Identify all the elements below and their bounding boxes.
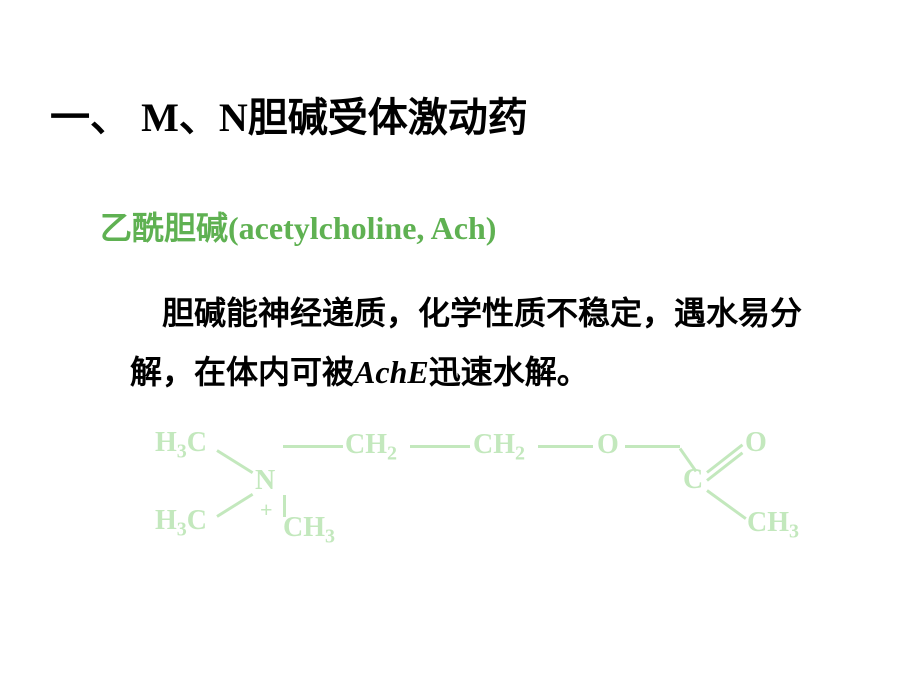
chem-o-single: O (597, 429, 619, 461)
heading-n: N (219, 95, 248, 140)
chem-bond-5 (538, 445, 593, 448)
main-heading: 一、 M、N胆碱受体激动药 (50, 85, 870, 143)
chem-bond-1 (216, 450, 253, 475)
chem-bond-3 (283, 445, 343, 448)
chem-ch2-2: CH2 (473, 429, 525, 466)
subtitle: 乙酰胆碱(acetylcholine, Ach) (100, 203, 870, 249)
chem-o-double: O (745, 427, 767, 459)
slide-container: 一、 M、N胆碱受体激动药 乙酰胆碱(acetylcholine, Ach) 胆… (0, 0, 920, 690)
heading-suffix: 胆碱受体激动药 (248, 96, 528, 140)
chem-bond-co-1 (706, 444, 743, 474)
chem-plus: + (260, 497, 273, 523)
heading-sep: 、 (179, 96, 219, 140)
chem-bond-2 (216, 493, 253, 518)
subtitle-cn: 乙酰胆碱 (100, 210, 228, 246)
chem-h3c-top: H3C (155, 427, 207, 464)
chem-bond-4 (410, 445, 470, 448)
chem-ch2-1: CH2 (345, 429, 397, 466)
chem-bond-c-ch3 (706, 490, 747, 521)
chem-ch3-end: CH3 (747, 507, 799, 544)
body-paragraph: 胆碱能神经递质，化学性质不稳定，遇水易分解，在体内可被AchE迅速水解。 (130, 284, 830, 402)
chem-n: N (255, 465, 275, 497)
chemical-structure: H3C H3C N + CH3 CH2 CH2 O C (155, 427, 835, 557)
chem-ch3-n: CH3 (283, 512, 335, 549)
chem-h3c-bottom: H3C (155, 505, 207, 542)
body-ache: AchE (354, 354, 429, 390)
heading-prefix: 一、 (50, 96, 141, 140)
subtitle-latin: (acetylcholine, Ach) (228, 210, 496, 246)
chem-bond-6 (625, 445, 680, 448)
body-part2: 迅速水解。 (429, 354, 589, 390)
heading-m: M (141, 95, 179, 140)
